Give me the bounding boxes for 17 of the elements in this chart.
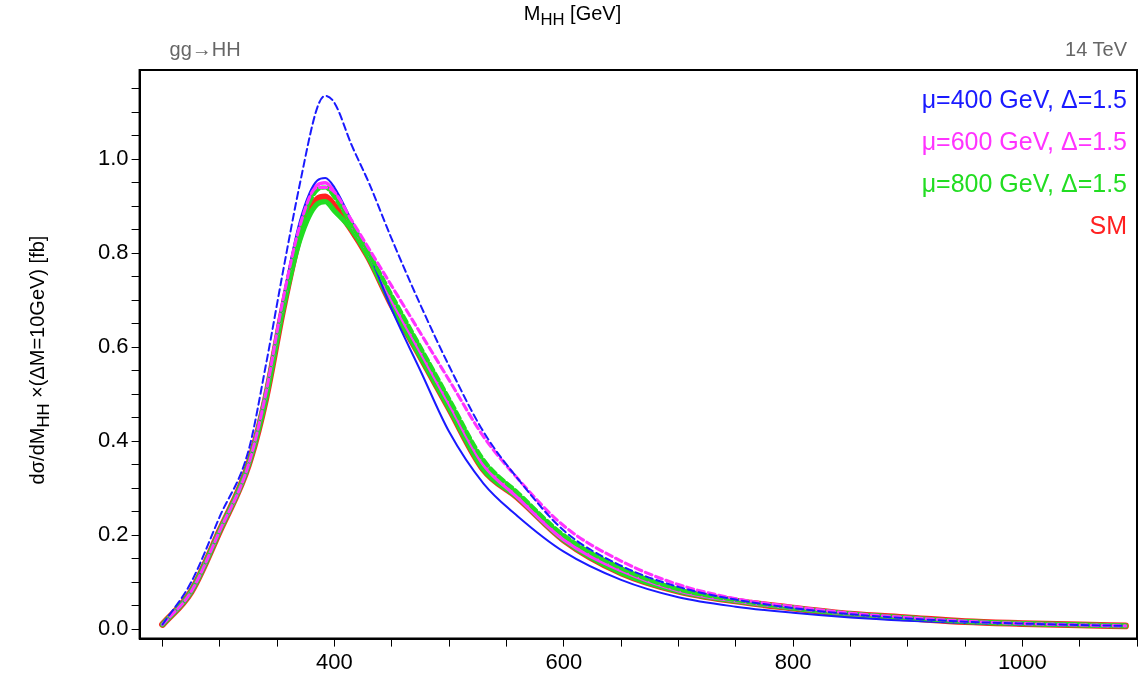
- y-tick-label: 0.6: [97, 333, 129, 359]
- text: 14 TeV: [1065, 38, 1127, 61]
- x-axis-title: M$_{HH}$ [GeV]: [522, 2, 623, 30]
- x-tick-label: 600: [545, 648, 583, 674]
- y-tick-label: 0.8: [97, 239, 129, 265]
- y-tick-label: 0.0: [97, 615, 129, 641]
- text: μ=800 GeV, Δ=1.5: [921, 168, 1127, 199]
- y-tick-label: 1.0: [97, 145, 129, 171]
- x-tick-label: 800: [774, 648, 812, 674]
- text: μ=600 GeV, Δ=1.5: [921, 126, 1127, 157]
- text: gg→HH: [169, 38, 241, 61]
- y-tick-label: 0.2: [97, 521, 129, 547]
- text: μ=400 GeV, Δ=1.5: [921, 84, 1127, 115]
- text: SM: [1088, 210, 1127, 241]
- y-tick-label: 0.4: [97, 427, 129, 453]
- x-tick-label: 400: [316, 648, 353, 674]
- x-tick-label: 1000: [997, 648, 1047, 674]
